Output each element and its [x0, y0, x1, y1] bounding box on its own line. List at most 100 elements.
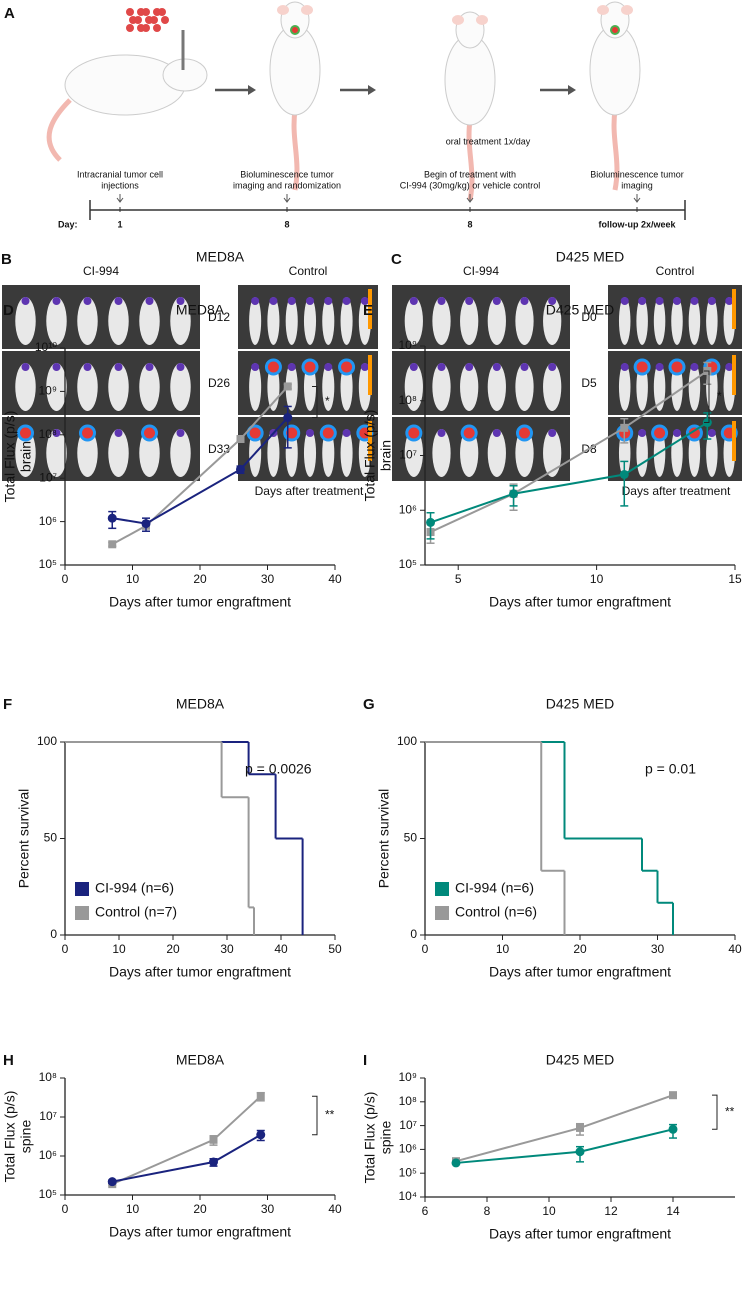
- x-axis-label: Days after tumor engraftment: [109, 594, 291, 610]
- mouse: [303, 363, 317, 411]
- legend-label: CI-994 (n=6): [95, 880, 174, 896]
- panel-letter: B: [1, 251, 12, 268]
- mouse: [460, 429, 479, 477]
- signal: [83, 297, 92, 305]
- mouse: [108, 363, 129, 411]
- step-label: injections: [101, 180, 139, 190]
- signal: [306, 297, 314, 305]
- marker: [619, 469, 629, 479]
- legend-swatch: [75, 906, 89, 920]
- signal: [548, 429, 557, 437]
- significance: *: [325, 394, 330, 408]
- tumor-cell: [153, 24, 161, 32]
- marker: [256, 1130, 266, 1140]
- panel-title: D425 MED: [556, 249, 624, 265]
- signal: [21, 363, 30, 371]
- significance: *: [717, 389, 722, 403]
- panel-letter: C: [391, 251, 402, 268]
- ear: [277, 5, 289, 15]
- color-scale: [368, 289, 372, 329]
- y-axis-label: brain: [378, 440, 394, 471]
- step-label: Bioluminescence tumor: [240, 169, 334, 179]
- mouse-body: [64, 54, 186, 116]
- signal: [409, 297, 418, 305]
- signal: [673, 429, 681, 437]
- x-tick-label: 30: [651, 942, 665, 956]
- signal: [707, 429, 716, 437]
- mouse: [322, 363, 335, 411]
- mouse: [285, 429, 298, 477]
- tail: [466, 119, 475, 201]
- x-tick-label: 10: [126, 572, 140, 586]
- signal: [492, 363, 501, 371]
- signal: [176, 363, 185, 371]
- down-arrow: [283, 194, 291, 203]
- chart-title: MED8A: [176, 1052, 225, 1068]
- mouse: [460, 363, 479, 411]
- signal: [520, 363, 529, 371]
- marker: [108, 540, 117, 549]
- x-tick-label: 15: [728, 572, 742, 586]
- mouse: [77, 429, 98, 477]
- y-tick-label: 10⁷: [399, 1118, 417, 1132]
- down-arrow: [466, 194, 474, 203]
- signal: [460, 424, 478, 442]
- y-tick-label: 10⁶: [399, 1142, 417, 1156]
- mouse: [543, 297, 562, 345]
- color-scale: [368, 355, 372, 395]
- signal: [251, 297, 260, 305]
- mouse: [671, 297, 683, 345]
- signal: [707, 297, 716, 305]
- x-axis-label: Days after tumor engraftment: [489, 964, 671, 980]
- x-tick-label: 14: [666, 1204, 680, 1218]
- legend-swatch: [75, 882, 89, 896]
- mouse: [170, 429, 191, 477]
- y-axis-label: Total Flux (p/s): [362, 410, 378, 502]
- chart-title: D425 MED: [546, 302, 614, 318]
- signal: [638, 429, 647, 437]
- legend-swatch: [435, 882, 449, 896]
- signal: [52, 363, 61, 371]
- y-tick-label: 10⁹: [39, 384, 58, 398]
- series-line: [111, 385, 289, 546]
- signal: [264, 358, 282, 376]
- mouse: [322, 429, 335, 477]
- x-tick-label: 8: [484, 1204, 491, 1218]
- x-tick-label: 10: [590, 572, 604, 586]
- mouse: [170, 363, 191, 411]
- x-tick-label: 12: [604, 1204, 618, 1218]
- ear: [621, 5, 633, 15]
- significance-bracket: [712, 1094, 718, 1130]
- y-tick-label: 100: [37, 734, 57, 748]
- x-tick-label: 40: [328, 1202, 342, 1216]
- x-tick-label: 40: [728, 942, 742, 956]
- panel-letter: G: [363, 696, 375, 713]
- arrow-head: [368, 85, 376, 95]
- tumor-cell: [126, 24, 134, 32]
- footer: Days after treatment: [255, 484, 364, 498]
- marker: [256, 1092, 265, 1101]
- day: 8: [284, 219, 289, 229]
- mouse: [432, 363, 451, 411]
- marker: [620, 423, 629, 432]
- tumor-cell: [158, 8, 166, 16]
- mouse: [77, 297, 98, 345]
- y-tick-label: 0: [410, 927, 417, 941]
- signal: [690, 363, 699, 371]
- mouse: [303, 429, 317, 477]
- mouse: [340, 297, 353, 345]
- signal: [492, 297, 501, 305]
- tumor-cell: [142, 8, 150, 16]
- mouse: [46, 363, 67, 411]
- down-arrow: [633, 194, 641, 203]
- x-tick-label: 6: [422, 1204, 429, 1218]
- mouse: [404, 429, 423, 477]
- y-tick-label: 10⁵: [399, 557, 417, 571]
- color-scale: [732, 355, 736, 395]
- mouse: [432, 429, 451, 477]
- signal: [437, 297, 446, 305]
- signal: [668, 358, 686, 376]
- y-axis-label: Total Flux (p/s): [2, 411, 18, 503]
- tumor-signal: [610, 25, 620, 35]
- panel-letter: F: [3, 696, 12, 713]
